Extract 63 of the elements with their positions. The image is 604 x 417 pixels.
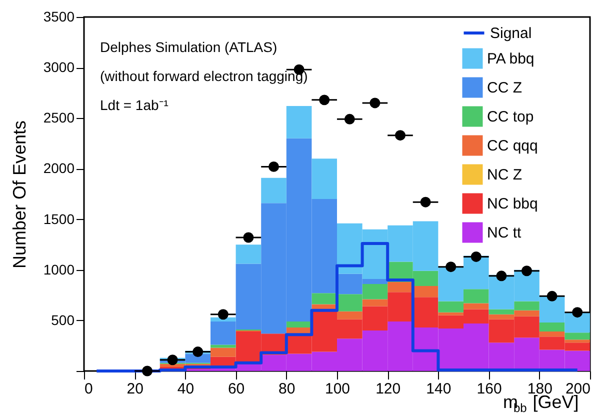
point xyxy=(572,307,583,318)
annotation: Ldt = 1ab⁻¹ xyxy=(100,97,169,113)
legend-label: NC Z xyxy=(487,166,522,184)
bar xyxy=(564,340,590,343)
point xyxy=(370,98,380,108)
point xyxy=(395,130,406,141)
x-tick-label: 0 xyxy=(84,380,93,398)
point xyxy=(446,262,456,272)
bar xyxy=(286,321,312,328)
bar xyxy=(286,106,312,138)
y-tick-label: 3000 xyxy=(43,59,75,76)
legend-label: NC tt xyxy=(487,224,522,242)
point xyxy=(268,161,279,172)
bar xyxy=(312,158,337,200)
x-tick-label: 20 xyxy=(126,380,144,398)
point xyxy=(142,366,152,376)
point xyxy=(496,270,507,282)
x-tick-label: 140 xyxy=(426,380,452,398)
point xyxy=(167,354,178,366)
bar xyxy=(412,286,438,298)
y-axis-title: Number Of Events xyxy=(9,120,30,269)
legend-label: NC bbq xyxy=(487,196,538,212)
annotation: Delphes Simulation (ATLAS) xyxy=(100,39,278,55)
legend-label: CC top xyxy=(487,108,534,126)
x-tick-label: 100 xyxy=(324,380,350,398)
y-tick-label: 2000 xyxy=(43,160,75,176)
point xyxy=(420,196,431,208)
x-tick-label: 80 xyxy=(278,380,296,398)
bar xyxy=(210,344,236,348)
bar xyxy=(388,282,413,292)
legend-label: CC qqq xyxy=(487,138,538,154)
point xyxy=(218,309,228,320)
point xyxy=(243,232,254,243)
bar xyxy=(539,332,565,337)
x-tick-label: 40 xyxy=(177,380,194,398)
point xyxy=(344,114,355,124)
point xyxy=(319,94,330,106)
annotation: (without forward electron tagging) xyxy=(100,68,308,84)
point xyxy=(522,266,532,276)
legend-label: CC Z xyxy=(487,80,522,96)
x-tick-label: 160 xyxy=(476,380,502,398)
bar xyxy=(362,299,388,306)
bar xyxy=(438,312,464,316)
point xyxy=(470,251,482,262)
bar xyxy=(539,322,565,332)
x-tick-label: 120 xyxy=(376,380,401,398)
bar xyxy=(210,348,236,357)
y-tick-label: 500 xyxy=(51,312,75,328)
bar xyxy=(564,332,590,340)
bar xyxy=(464,303,489,310)
bar xyxy=(337,311,362,320)
bar xyxy=(312,293,337,304)
y-tick-label: 3500 xyxy=(43,8,75,24)
bar xyxy=(261,178,286,204)
point xyxy=(546,290,558,302)
y-tick-label: 1500 xyxy=(43,210,75,227)
y-tick-label: 1000 xyxy=(43,261,75,278)
point xyxy=(192,346,204,358)
y-tick-label: 2500 xyxy=(43,110,75,126)
x-tick-label: 60 xyxy=(228,380,245,398)
bar xyxy=(236,244,262,264)
legend-label: Signal xyxy=(490,25,532,42)
legend-label: PA bbq xyxy=(487,50,534,68)
